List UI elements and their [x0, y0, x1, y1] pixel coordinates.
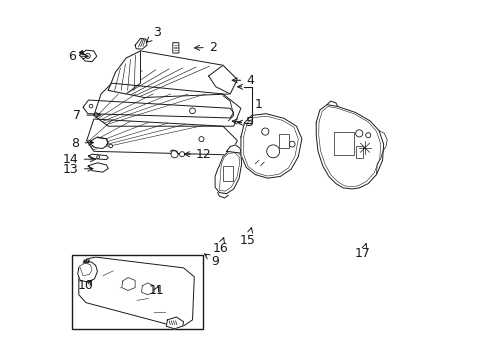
Polygon shape — [79, 257, 194, 326]
Bar — [333, 132, 353, 155]
Polygon shape — [241, 114, 301, 178]
Circle shape — [85, 53, 90, 58]
Text: 12: 12 — [184, 148, 211, 161]
Polygon shape — [80, 263, 92, 276]
Bar — [223, 166, 233, 181]
Polygon shape — [88, 163, 108, 172]
Text: 4: 4 — [232, 74, 254, 87]
Circle shape — [97, 156, 100, 158]
Circle shape — [109, 144, 112, 148]
Text: 13: 13 — [63, 163, 93, 176]
Bar — [355, 146, 362, 158]
Polygon shape — [108, 51, 140, 94]
Polygon shape — [78, 262, 97, 282]
Text: 15: 15 — [240, 228, 256, 247]
Text: 17: 17 — [354, 244, 370, 260]
Polygon shape — [108, 51, 237, 98]
Polygon shape — [166, 317, 183, 329]
Polygon shape — [80, 51, 83, 54]
Text: 5: 5 — [232, 116, 254, 129]
Circle shape — [199, 136, 203, 141]
Circle shape — [289, 141, 294, 147]
Polygon shape — [142, 283, 154, 295]
Polygon shape — [226, 145, 241, 153]
Bar — [72, 255, 203, 329]
Text: 8: 8 — [71, 136, 93, 149]
Text: 7: 7 — [73, 109, 101, 122]
Polygon shape — [88, 154, 108, 159]
Circle shape — [171, 150, 178, 158]
Text: 1: 1 — [254, 98, 262, 111]
Polygon shape — [83, 100, 233, 118]
Polygon shape — [86, 119, 237, 155]
Polygon shape — [219, 153, 239, 191]
Circle shape — [179, 152, 184, 157]
Polygon shape — [316, 105, 383, 189]
Text: 2: 2 — [194, 41, 216, 54]
Circle shape — [266, 145, 279, 158]
Text: 9: 9 — [204, 254, 219, 268]
Polygon shape — [135, 39, 147, 49]
FancyBboxPatch shape — [172, 42, 179, 53]
Polygon shape — [80, 50, 97, 62]
Text: 11: 11 — [148, 284, 164, 297]
Polygon shape — [122, 278, 135, 291]
Text: 6: 6 — [68, 50, 88, 63]
Polygon shape — [215, 150, 241, 194]
Circle shape — [355, 130, 362, 137]
Polygon shape — [90, 137, 108, 148]
Circle shape — [189, 108, 195, 114]
Polygon shape — [208, 65, 237, 94]
Polygon shape — [318, 107, 380, 187]
Text: 14: 14 — [63, 153, 95, 166]
Text: 10: 10 — [78, 279, 94, 292]
Polygon shape — [244, 116, 298, 176]
Circle shape — [365, 133, 370, 138]
Text: 3: 3 — [146, 27, 160, 42]
Circle shape — [89, 104, 93, 108]
FancyBboxPatch shape — [278, 134, 288, 148]
Polygon shape — [94, 83, 241, 126]
Text: 16: 16 — [212, 238, 227, 255]
Circle shape — [261, 128, 268, 135]
